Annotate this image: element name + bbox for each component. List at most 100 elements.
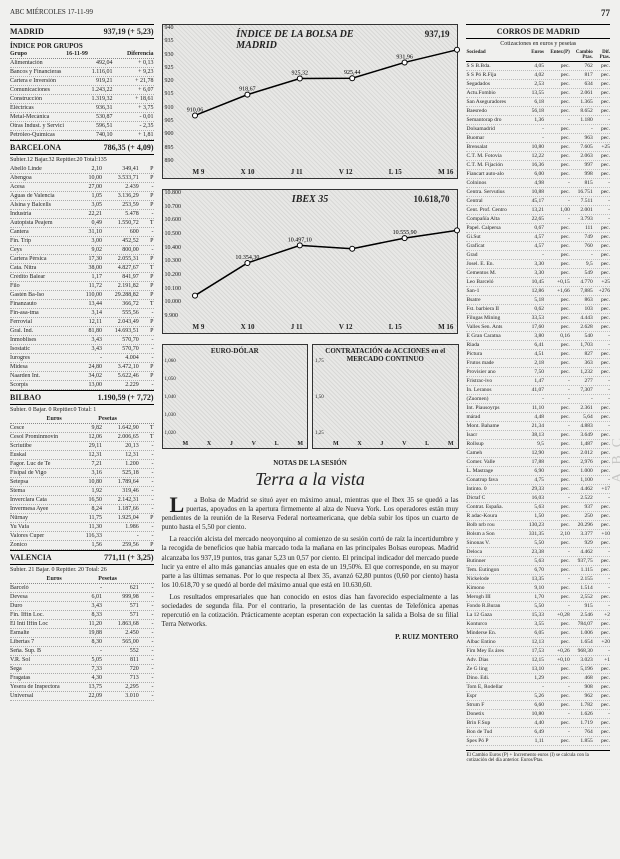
table-row: Adv. Dias12,15+0,103.023+1: [466, 656, 610, 665]
table-row: Bsatre5,18pec.863pec.: [466, 296, 610, 305]
madrid-sec-head: MADRID937,19 (+ 5,23): [10, 24, 154, 39]
table-row: Buomar-pec.963pec.: [466, 134, 610, 143]
table-row: Universal22,093.010-: [10, 692, 154, 701]
table-row: Barceló-621-: [10, 584, 154, 593]
table-row: Grad-pec.-pec.: [466, 251, 610, 260]
table-row: Inmoblises3,43570,70-: [10, 336, 154, 345]
svg-text:925,44: 925,44: [343, 70, 360, 76]
article-title: Terra a la vista: [162, 469, 459, 490]
table-row: Ceys9,02800,00-: [10, 246, 154, 255]
table-row: Cent. Prof. Centro13,211,002.001-: [466, 206, 610, 215]
table-row: V.R. Sol5,05811-: [10, 656, 154, 665]
valencia-sec-sub: Subier. 21 Bajar. 0 Repitier. 20 Total: …: [10, 567, 154, 573]
table-row: Cantera31,10600-: [10, 228, 154, 237]
table-row: Dolsamadrid-pec.-pec.: [466, 125, 610, 134]
table-row: Acesa27,002.439-: [10, 183, 154, 192]
table-row: Albac Entino12,13pec.1.654+20: [466, 638, 610, 647]
table-row: Segadados2,53pec.634pec.: [466, 80, 610, 89]
corros-title: CORROS DE MADRID: [466, 24, 610, 39]
table-row: Tom E, Rodellar--908pec.: [466, 683, 610, 692]
table-row: Kimono9,10pec.1.514-: [466, 584, 610, 593]
corros-footnote: El Cambio Euros (P) + Incremento euros (…: [466, 750, 610, 763]
table-row: Sinonas V.5,50pec.929pec.: [466, 539, 610, 548]
table-row: Cesol Prominmovin12,062.006,65T: [10, 433, 154, 442]
table-row: Fristrac-ivo1,47-277-: [466, 377, 610, 386]
table-row: C.T. M. Fotovia12,22pec.2.063pec.: [466, 152, 610, 161]
table-row: Autopista Peajem0,491.550,72T: [10, 219, 154, 228]
table-row: Isostatic3,43570,70-: [10, 345, 154, 354]
table-row: Fondo R.Buran5,50-915-: [466, 602, 610, 611]
table-row: Leo Barceló10,45+0,154.770+25: [466, 278, 610, 287]
table-row: Fiancart auto-alo6,00pec.998pec.: [466, 170, 610, 179]
table-row: Fim Mey Es áres17,53+0,26968,30-: [466, 647, 610, 656]
svg-text:10.555,90: 10.555,90: [392, 230, 416, 236]
paper-date: ABC MIÉRCOLES 17-11-99: [10, 8, 93, 18]
table-row: Fisipal de Vigo3,16525,18-: [10, 469, 154, 478]
svg-text:918,67: 918,67: [239, 87, 256, 93]
table-row: Bolb nrb rou130,23pec.20.296pec.: [466, 521, 610, 530]
table-row: Inverclara Cata16,502.142,31-: [10, 496, 154, 505]
svg-text:910,06: 910,06: [186, 107, 203, 113]
table-row: Scriutibe29,1120,13-: [10, 442, 154, 451]
barcelona-sec-sub: Subier.12 Bajar.32 Repitier.20 Total:135: [10, 157, 154, 163]
table-row: Gastén Ba-Iso110,0029.288,82P: [10, 291, 154, 300]
table-row: Aguas de Valencia1,053.136,29P: [10, 192, 154, 201]
table-row: Iurogres-4.004-: [10, 354, 154, 363]
table-row: Cartera Pérsica17,302.055,31P: [10, 255, 154, 264]
table-row: Fst. barbiera II0,62pec.103pec.: [466, 305, 610, 314]
table-row: Stema1,92319,46-: [10, 487, 154, 496]
article: NOTAS DE LA SESIÓN Terra a la vista La B…: [162, 459, 459, 641]
table-row: C.T. M. Fijación16,36pec.997pec.: [466, 161, 610, 170]
table-row: Finanzauto13,44366,72T: [10, 300, 154, 309]
madrid-index-chart: ÍNDICE DE LA BOLSA DE MADRID 937,19 9409…: [162, 24, 459, 179]
ibex35-chart: IBEX 35 10.618,70 10.80010.70010.60010.5…: [162, 189, 459, 334]
table-row: Strum F6,60pec.1.782pec.: [466, 701, 610, 710]
table-row: Abelló Linde2,10349,41P: [10, 165, 154, 174]
table-row: Cementos M.3,30pec.549pec.: [466, 269, 610, 278]
table-row: Devesa6,01999,98-: [10, 593, 154, 602]
table-row: Deloca23,38-4.462-: [466, 548, 610, 557]
table-row: Fin. Trip3,00452,52P: [10, 237, 154, 246]
table-row: Semantorap dro1,36-1.180-: [466, 116, 610, 125]
table-row: Invermesa Ayee8,241.187,66-: [10, 505, 154, 514]
table-row: Scorpis13,002.229-: [10, 381, 154, 390]
table-row: Yesera de Inspectora13,752,295-: [10, 683, 154, 692]
euro-dolar-chart: EURO-DÓLAR 1,0601,0501,0401,0301,020 MXJ…: [162, 344, 308, 449]
table-row: Conatrup fava4,75pec.1,100-: [466, 476, 610, 485]
table-row: San-112,86+1,667,885+276: [466, 287, 610, 296]
table-row: Duro3,43571-: [10, 602, 154, 611]
table-row: Cartera e Inversión919,21+ 21,78: [10, 77, 154, 86]
table-row: La 12 Gaza15,33+0,282.546+2: [466, 611, 610, 620]
left-column: MADRID937,19 (+ 5,23)ÍNDICE POR GRUPOSGr…: [10, 24, 154, 763]
table-row: Valles Sen. Ants17,60pec.2.628pec.: [466, 323, 610, 332]
table-row: Gi.Sut4,57pec.749pec.: [466, 233, 610, 242]
article-p1: a Bolsa de Madrid se situó ayer en máxim…: [162, 496, 459, 531]
table-row: Midesa24,803.472,10P: [10, 363, 154, 372]
table-row: Industria22,215.478-: [10, 210, 154, 219]
table-row: Comunicaciones1.243,22+ 6,07: [10, 86, 154, 95]
table-row: Libertas 78,30565,00-: [10, 638, 154, 647]
madrid-sec-group-title: ÍNDICE POR GRUPOS: [10, 42, 154, 50]
table-row: San Aseguradores6,18pec.1.365pec.: [466, 98, 610, 107]
table-row: Ze G ling13,10pec.5,196pec.: [466, 665, 610, 674]
article-suptitle: NOTAS DE LA SESIÓN: [162, 459, 459, 467]
table-row: Euskal12,3112,31-: [10, 451, 154, 460]
table-row: Filugas Mining33,53pec.4.443pec.: [466, 314, 610, 323]
table-row: Fin-asa-tma3,14555,56-: [10, 309, 154, 318]
table-row: Riada6,41pec.1,703-: [466, 341, 610, 350]
table-row: Espr5,26pec.962pec.: [466, 692, 610, 701]
bilbao-sec-head: BILBAO1.190,59 (+ 7,72): [10, 390, 154, 405]
table-row: Intinto. 029,33pec.4.462+17: [466, 485, 610, 494]
table-row: Butinner5,63pec.937,75pec.: [466, 557, 610, 566]
table-row: S S Pó R.Fija4,02pec.817pec.: [466, 71, 610, 80]
article-p3: Los resultados empresariales que han con…: [162, 593, 459, 629]
watermark: ABC: [610, 430, 620, 483]
table-row: Cameh12,90pec.2.012pec.: [466, 449, 610, 458]
chart-euro-title: EURO-DÓLAR: [163, 345, 307, 357]
table-row: Minderse En.6,05pec.1.006pec.: [466, 629, 610, 638]
table-row: Bon de Tud6,49-764pec.: [466, 728, 610, 737]
table-row: Rollsup9,5pec.1,487pec.: [466, 440, 610, 449]
bilbao-sec-sub: Subier. 0 Bajar. 0 Repitier.0 Total: 1: [10, 407, 154, 413]
barcelona-sec-head: BARCELONA786,35 (+ 4,09): [10, 140, 154, 155]
table-row: Merogh III1,70pec.2,552pec.: [466, 593, 610, 602]
